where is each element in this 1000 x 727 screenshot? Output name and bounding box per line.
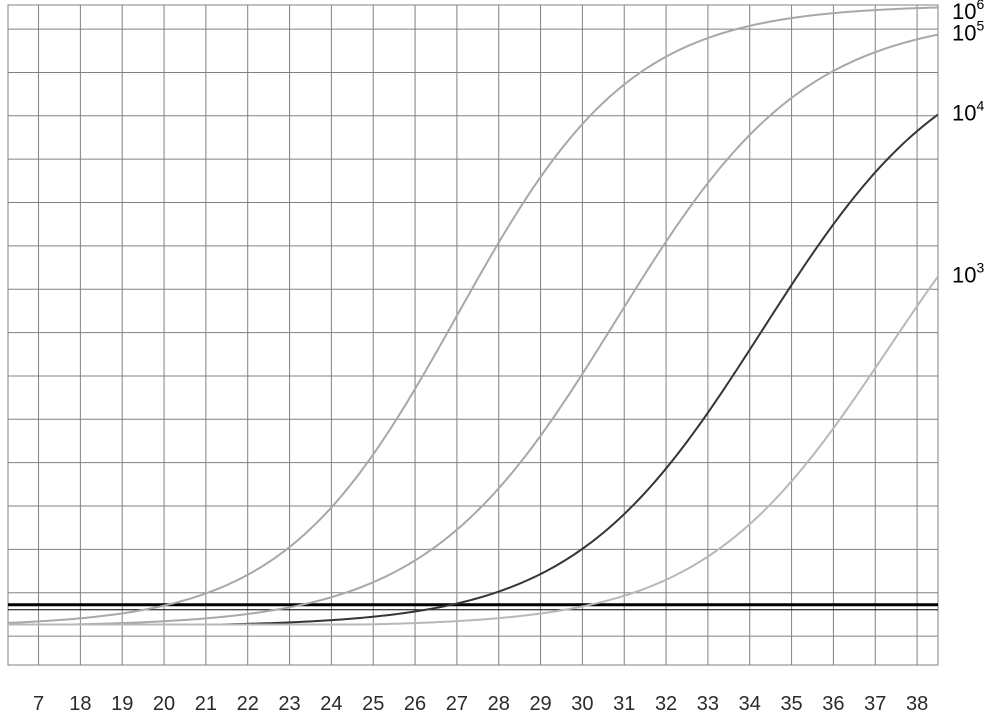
x-tick-label: 36 [822,693,844,715]
x-tick-label: 33 [697,693,719,715]
x-tick-label: 37 [864,693,886,715]
x-tick-label: 22 [237,693,259,715]
x-tick-label: 7 [33,693,44,715]
x-tick-label: 30 [571,693,593,715]
x-tick-label: 24 [320,693,342,715]
x-tick-label: 25 [362,693,384,715]
x-tick-label: 34 [739,693,761,715]
x-tick-label: 21 [195,693,217,715]
x-tick-label: 38 [906,693,928,715]
x-tick-label: 18 [69,693,91,715]
x-tick-label: 19 [111,693,133,715]
amplification-chart: 7 18 19 20 21 22 23 24 25 26 27 28 29 30 31 32 33 34 35 36 3… [0,0,1000,727]
series-label-c3: 103 [952,260,984,288]
series-label-c5: 105 [952,18,984,46]
x-tick-label: 26 [404,693,426,715]
x-tick-label: 20 [153,693,175,715]
x-tick-label: 23 [278,693,300,715]
x-tick-label: 28 [488,693,510,715]
x-tick-label: 27 [446,693,468,715]
series-label-c4: 104 [952,98,984,126]
x-tick-label: 29 [529,693,551,715]
x-tick-label: 32 [655,693,677,715]
x-tick-label: 35 [780,693,802,715]
chart-container: 7 18 19 20 21 22 23 24 25 26 27 28 29 30 31 32 33 34 35 36 3… [0,0,1000,727]
x-tick-label: 31 [613,693,635,715]
